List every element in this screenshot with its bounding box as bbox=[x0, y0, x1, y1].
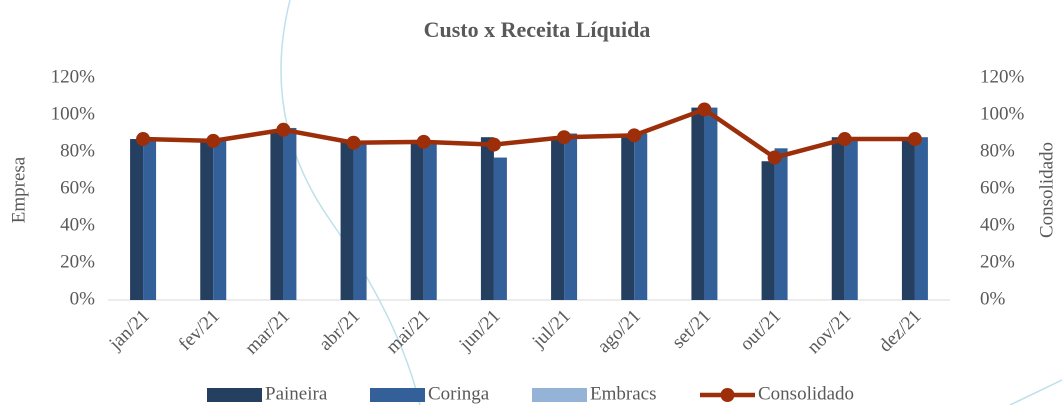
y-tick-label: 20% bbox=[60, 251, 95, 272]
bar bbox=[353, 144, 367, 300]
bar bbox=[914, 137, 928, 300]
decor-curve bbox=[1009, 379, 1062, 405]
legend-label: Paineira bbox=[265, 383, 328, 404]
x-tick-label: jun/21 bbox=[455, 306, 505, 356]
bar bbox=[143, 139, 157, 300]
y2-tick-label: 60% bbox=[980, 177, 1015, 198]
bar bbox=[283, 127, 297, 300]
bar bbox=[691, 107, 705, 300]
point bbox=[627, 128, 642, 143]
bar bbox=[634, 133, 648, 300]
bar bbox=[423, 140, 437, 300]
point bbox=[837, 132, 852, 147]
point bbox=[416, 134, 431, 149]
x-tick-label: mai/21 bbox=[382, 306, 434, 358]
bar bbox=[551, 137, 565, 300]
x-tick-label: fev/21 bbox=[175, 306, 224, 355]
bar bbox=[901, 140, 915, 300]
bar bbox=[493, 157, 507, 300]
y-tick-label: 80% bbox=[60, 140, 95, 161]
bar bbox=[564, 133, 578, 300]
bar bbox=[200, 140, 214, 300]
point bbox=[486, 137, 501, 152]
legend-label: Embracs bbox=[590, 383, 656, 404]
x-tick-label: out/21 bbox=[736, 306, 785, 355]
y2-tick-label: 80% bbox=[980, 140, 1015, 161]
y-tick-label: 100% bbox=[51, 103, 96, 124]
bar bbox=[340, 140, 354, 300]
bar bbox=[213, 140, 227, 300]
chart-title: Custo x Receita Líquida bbox=[424, 17, 651, 42]
legend-swatch bbox=[532, 388, 587, 402]
point bbox=[697, 102, 712, 117]
point bbox=[206, 133, 221, 148]
legend-label: Coringa bbox=[428, 383, 490, 404]
point bbox=[767, 150, 782, 165]
bar bbox=[130, 139, 144, 300]
y-tick-label: 60% bbox=[60, 177, 95, 198]
x-tick-label: abr/21 bbox=[315, 306, 364, 355]
y-tick-label: 40% bbox=[60, 214, 95, 235]
legend-swatch bbox=[370, 388, 425, 402]
x-tick-label: set/21 bbox=[668, 306, 715, 353]
point bbox=[557, 130, 572, 145]
y-axis-title: Empresa bbox=[8, 156, 29, 223]
bar bbox=[270, 129, 284, 300]
bar bbox=[410, 140, 424, 300]
point bbox=[346, 135, 361, 150]
x-tick-label: nov/21 bbox=[803, 306, 855, 358]
bar bbox=[621, 135, 635, 300]
bar bbox=[774, 148, 788, 300]
y2-tick-label: 40% bbox=[980, 214, 1015, 235]
legend-label: Consolidado bbox=[758, 383, 854, 404]
bar bbox=[844, 137, 858, 300]
x-tick-label: dez/21 bbox=[875, 306, 926, 357]
x-tick-label: jul/21 bbox=[528, 306, 575, 353]
point bbox=[276, 122, 291, 137]
x-tick-label: ago/21 bbox=[593, 306, 644, 357]
bar bbox=[480, 137, 494, 300]
y2-tick-label: 0% bbox=[980, 288, 1006, 309]
point bbox=[136, 132, 151, 147]
bar bbox=[761, 161, 775, 300]
line bbox=[143, 107, 915, 160]
legend-swatch bbox=[207, 388, 262, 402]
y2-axis-title: Consolidado bbox=[1036, 142, 1057, 238]
y2-tick-label: 20% bbox=[980, 251, 1015, 272]
x-tick-label: mar/21 bbox=[241, 306, 294, 359]
legend-marker bbox=[720, 388, 735, 402]
decor-curve bbox=[280, 0, 421, 405]
bar bbox=[704, 107, 718, 300]
y-tick-label: 120% bbox=[51, 66, 96, 87]
y2-tick-label: 100% bbox=[980, 103, 1025, 124]
y-tick-label: 0% bbox=[70, 288, 96, 309]
bar bbox=[831, 137, 845, 300]
y2-tick-label: 120% bbox=[980, 66, 1025, 87]
x-tick-label: jan/21 bbox=[105, 306, 154, 355]
point bbox=[907, 132, 922, 147]
